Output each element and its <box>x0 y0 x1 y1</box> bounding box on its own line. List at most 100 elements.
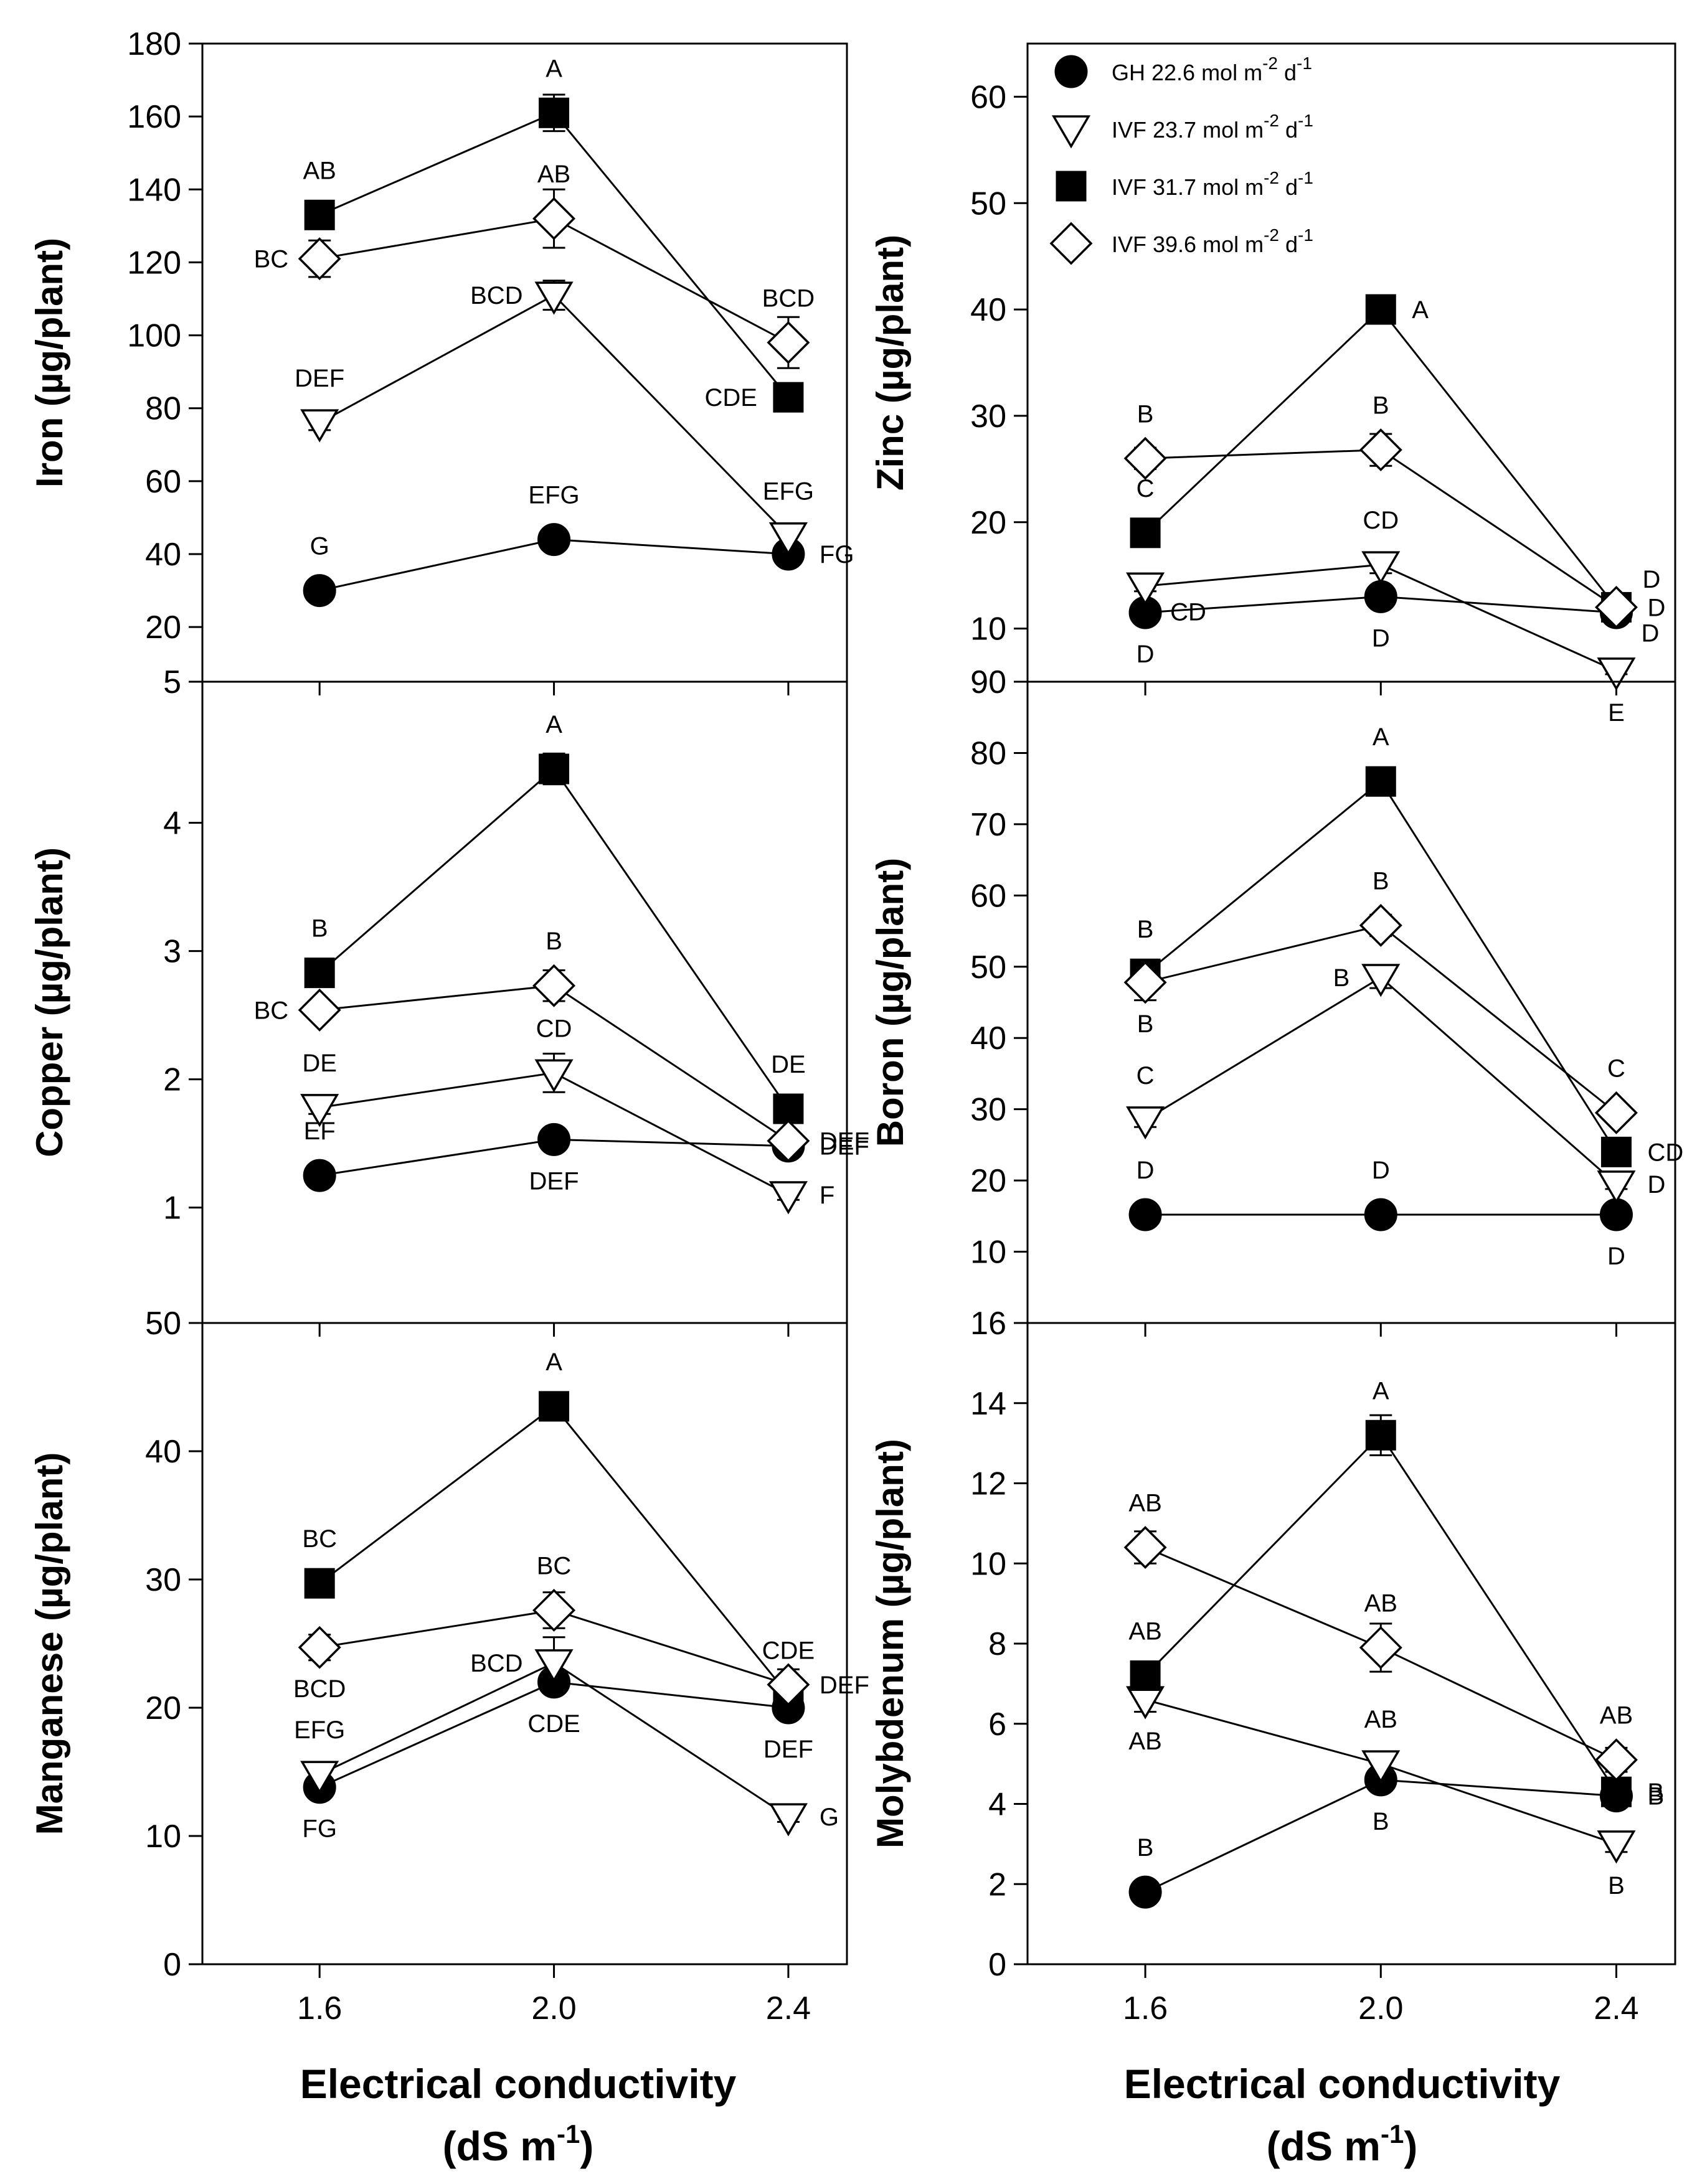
molybdenum-series-3-point <box>1123 1526 1167 1569</box>
copper-series-1-letter: CD <box>536 1015 572 1042</box>
legend-label-part: d <box>1279 174 1298 200</box>
boron-series-2-letter: CD <box>1647 1139 1683 1166</box>
boron-y-axis-title: Boron (µg/plant) <box>869 858 911 1147</box>
boron-series-2-letter: A <box>1373 723 1389 751</box>
iron-series-2-point <box>539 97 570 128</box>
legend-label-part: -2 <box>1262 54 1278 73</box>
molybdenum-series-0-letter: B <box>1137 1834 1154 1862</box>
iron-y-tick-label: 80 <box>145 391 181 427</box>
copper-y-axis-title: Copper (µg/plant) <box>29 847 70 1157</box>
zinc-series-3-point <box>1359 428 1402 472</box>
legend-label-part: d <box>1279 117 1298 143</box>
legend-label-part: -1 <box>1298 168 1313 187</box>
iron-series-0-point <box>537 523 571 557</box>
iron-y-axis-title: Iron (µg/plant) <box>29 238 70 487</box>
boron-series-0-letter: D <box>1372 1157 1390 1184</box>
molybdenum-y-tick-label: 14 <box>970 1386 1006 1422</box>
copper-series-3-letter: DEF <box>820 1127 869 1155</box>
copper-series-1-point <box>768 1181 808 1215</box>
legend-marker-0 <box>1054 55 1088 88</box>
panel-iron: 5 20 40 60 80 100 120 140 160 180 Iron (µg/plant) G… <box>29 26 854 700</box>
copper-series-2-letter: DE <box>771 1051 806 1078</box>
boron-series-0-point <box>1364 1198 1397 1231</box>
boron-y-tick-label: 10 <box>970 1235 1006 1271</box>
zinc-series-2-letter: A <box>1412 296 1429 324</box>
boron-series-2-point <box>1365 766 1396 797</box>
manganese-series-1-letter: BCD <box>470 1650 522 1677</box>
iron-y-tick-label: 140 <box>127 172 181 208</box>
molybdenum-series-1-letter: AB <box>1364 1706 1397 1733</box>
molybdenum-y-tick-label: 12 <box>970 1466 1006 1502</box>
molybdenum-series-0-point <box>1128 1875 1162 1909</box>
zinc-series-0-letter: D <box>1642 566 1660 593</box>
zinc-series-3-letter: B <box>1137 400 1154 428</box>
boron-y-tick-label: 30 <box>970 1092 1006 1128</box>
manganese-series-1-point <box>768 1803 808 1837</box>
manganese-series-0-letter: FG <box>302 1815 337 1843</box>
copper-y-tick-label: 4 <box>163 806 181 842</box>
zinc-series-3-point <box>1594 585 1638 629</box>
boron-series-1-letter: D <box>1647 1171 1665 1198</box>
manganese-y-tick-label: 0 <box>163 1947 181 1983</box>
boron-y-tick-label: 90 <box>970 664 1006 700</box>
copper-series-1-letter: DE <box>302 1050 337 1077</box>
molybdenum-y-tick-label: 8 <box>988 1626 1006 1662</box>
manganese-series-1-point <box>300 1761 339 1794</box>
x-axis-title-right: Electrical conductivity <box>1124 2061 1561 2107</box>
copper-series-3-point <box>532 964 576 1007</box>
boron-series-1-letter: C <box>1137 1062 1155 1090</box>
copper-series-0-letter: DEF <box>820 1133 869 1160</box>
boron-series-1-point <box>1597 1170 1636 1204</box>
manganese-series-1-point <box>534 1649 574 1683</box>
legend-label-part: -2 <box>1264 225 1279 245</box>
zinc-series-2-point <box>1130 517 1161 548</box>
iron-series-0-letter: FG <box>820 541 854 568</box>
boron-y-tick-label: 50 <box>970 949 1006 986</box>
molybdenum-x-tick-label: 1.6 <box>1123 1990 1168 2026</box>
iron-series-1-point <box>300 409 339 443</box>
zinc-series-0-letter: D <box>1137 641 1155 668</box>
legend-label-part: IVF 23.7 mol m <box>1112 117 1264 143</box>
molybdenum-series-0-letter: B <box>1373 1808 1389 1835</box>
molybdenum-series-3-letter: AB <box>1128 1490 1161 1517</box>
zinc-y-tick-label: 10 <box>970 611 1006 647</box>
manganese-series-2-letter: A <box>546 1349 562 1376</box>
molybdenum-y-axis-title: Molybdenum (µg/plant) <box>869 1439 911 1848</box>
boron-series-1-point <box>1361 964 1401 997</box>
boron-series-3-point <box>1594 1091 1638 1134</box>
iron-series-0-letter: G <box>310 533 329 560</box>
legend-label-part: d <box>1278 60 1297 85</box>
molybdenum-x-tick-label: 2.4 <box>1594 1990 1638 2026</box>
iron-y-tick-label: 120 <box>127 245 181 281</box>
manganese-series-3-letter: BC <box>537 1552 572 1579</box>
copper-y-tick-label: 2 <box>163 1062 181 1098</box>
zinc-series-2-letter: D <box>1647 594 1665 621</box>
zinc-series-1-point <box>1361 551 1401 585</box>
legend-label-part: -1 <box>1298 111 1313 130</box>
iron-y-tick-label: 180 <box>127 26 181 62</box>
molybdenum-series-1-point <box>1361 1750 1401 1784</box>
panel-manganese: 0 10 20 30 40 50 1.6 2.0 2.4 Manganese (µg/plant)… <box>29 1306 869 2026</box>
legend-label-part: -1 <box>1297 54 1312 73</box>
iron-series-1-point <box>534 281 574 315</box>
molybdenum-series-1-letter: AB <box>1128 1728 1161 1755</box>
legend-label-3: IVF 39.6 mol m-2 d-1 <box>1112 225 1313 257</box>
iron-y-tick-label: 20 <box>145 610 181 646</box>
iron-series-3-letter: BC <box>254 246 289 273</box>
legend-label-part: -1 <box>1298 225 1313 245</box>
copper-series-2-letter: B <box>311 915 328 943</box>
copper-series-3-letter: BC <box>254 997 289 1024</box>
boron-series-1-point <box>1126 1106 1165 1140</box>
panel-molybdenum: 0 2 4 6 8 10 12 14 16 1.6 2.0 2.4 Molybdenum (µg/pla… <box>869 1306 1676 2026</box>
zinc-series-1-letter: CD <box>1363 507 1399 534</box>
molybdenum-series-1-point <box>1597 1830 1636 1864</box>
boron-series-0-letter: D <box>1137 1157 1155 1184</box>
molybdenum-y-tick-label: 0 <box>988 1947 1006 1983</box>
manganese-series-2-point <box>539 1391 570 1422</box>
manganese-series-3-point <box>298 1626 341 1669</box>
molybdenum-series-2-letter: AB <box>1128 1618 1161 1645</box>
copper-series-0-point <box>537 1123 571 1156</box>
molybdenum-y-tick-label: 16 <box>970 1306 1006 1342</box>
